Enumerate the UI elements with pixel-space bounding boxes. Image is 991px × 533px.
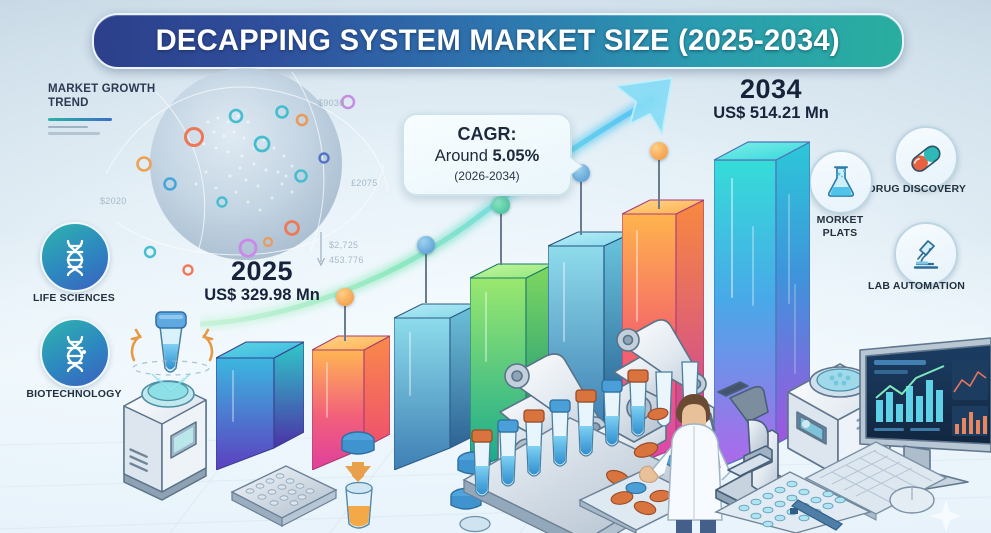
ghost-label-0: $9030	[318, 98, 345, 108]
cagr-period: (2026-2034)	[454, 169, 520, 183]
start-value: US$ 329.98 Mn	[204, 286, 320, 304]
end-value: US$ 514.21 Mn	[713, 104, 829, 122]
dna-icon	[66, 239, 84, 276]
lab-technician	[639, 394, 731, 533]
tube-row	[471, 361, 699, 497]
pin-head	[650, 142, 668, 160]
pin-marker-5	[650, 142, 668, 209]
microscope-icon	[913, 240, 939, 269]
pen	[790, 499, 843, 531]
cap-removal-sequence	[341, 431, 375, 529]
pin-head	[492, 196, 510, 214]
badge-drug-discovery[interactable]	[894, 126, 958, 190]
ghost-label-2: $2020	[100, 196, 127, 206]
sparkle-icon	[930, 500, 962, 532]
dna-icon	[66, 335, 86, 372]
ghost-label-1: £2075	[351, 178, 378, 188]
badge-label-drug-discovery: DRUG DISCOVERY	[868, 183, 967, 195]
badge-lab-automation[interactable]	[894, 222, 958, 286]
computer-mouse	[889, 486, 935, 514]
pin-stem	[580, 173, 582, 235]
ghost-label-3: $2,725	[329, 240, 359, 250]
badge-morket-plats[interactable]	[809, 150, 873, 214]
pin-head	[417, 236, 435, 254]
market-growth-trend-block: MARKET GROWTH TREND	[48, 82, 168, 135]
badge-biotechnology[interactable]	[40, 318, 110, 388]
sample-tube-floating	[151, 311, 191, 394]
pin-stem	[500, 205, 502, 265]
cagr-value-row: Around 5.05%	[404, 147, 570, 166]
badge-label-morket-plats: MORKET PLATS	[816, 214, 864, 239]
cagr-callout: CAGR: Around 5.05% (2026-2034)	[402, 113, 572, 196]
pin-marker-1	[336, 288, 354, 341]
microplate-left	[230, 465, 338, 527]
pin-stem	[658, 151, 660, 209]
cagr-prefix: Around	[434, 147, 493, 165]
badge-life-sciences[interactable]	[40, 222, 110, 292]
growth-arrow	[200, 77, 673, 330]
ghost-axis-arrow	[316, 232, 326, 267]
trend-underline-secondary	[48, 125, 88, 129]
pin-marker-2	[417, 236, 435, 303]
pin-head	[336, 288, 354, 306]
cagr-heading: CAGR:	[457, 124, 517, 144]
badge-label-biotechnology: BIOTECHNOLOGY	[26, 388, 122, 400]
pin-stem	[425, 245, 427, 303]
label-2034: 2034 US$ 514.21 Mn	[676, 74, 866, 123]
bar-2025	[215, 336, 305, 471]
page-title: DECAPPING SYSTEM MARKET SIZE (2025-2034)	[155, 24, 841, 57]
flask-icon	[827, 166, 855, 197]
page-title-banner: DECAPPING SYSTEM MARKET SIZE (2025-2034)	[92, 13, 904, 69]
pill-capsule-icon	[911, 145, 941, 172]
end-year: 2034	[739, 74, 803, 104]
start-year: 2025	[230, 256, 294, 286]
pin-stem	[344, 297, 346, 341]
cagr-value: 5.05%	[492, 147, 540, 165]
label-2025: 2025 US$ 329.98 Mn	[174, 256, 350, 305]
ghost-label-4: 453.776	[329, 255, 364, 265]
trend-underline-accent	[48, 117, 112, 121]
globe-network-decoration	[105, 68, 389, 276]
badge-label-lab-automation: LAB AUTOMATION	[868, 280, 966, 292]
rotation-arrows	[130, 328, 214, 362]
market-growth-trend-label-2: TREND	[48, 97, 89, 110]
badge-label-life-sciences: LIFE SCIENCES	[33, 292, 115, 304]
pin-marker-3	[492, 196, 510, 265]
market-growth-trend-label-1: MARKET GROWTH	[48, 83, 156, 95]
trend-underline-tertiary	[48, 132, 100, 135]
computer-monitor	[859, 337, 991, 491]
decapper-machine	[123, 380, 207, 501]
